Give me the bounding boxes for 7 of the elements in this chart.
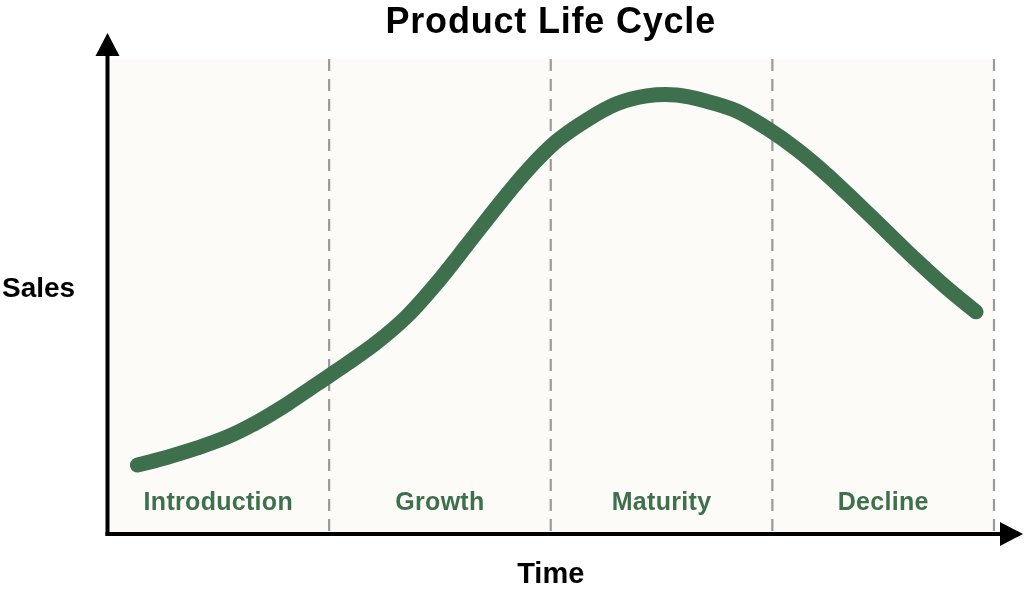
x-axis-title: Time — [517, 557, 585, 589]
annotation: Introduction — [143, 487, 294, 515]
annotation: Growth — [395, 487, 485, 515]
chart-title: Product Life Cycle — [385, 0, 716, 41]
y-axis-title: Sales — [2, 272, 76, 303]
annotation: Maturity — [611, 487, 712, 515]
annotation: Decline — [837, 487, 929, 515]
